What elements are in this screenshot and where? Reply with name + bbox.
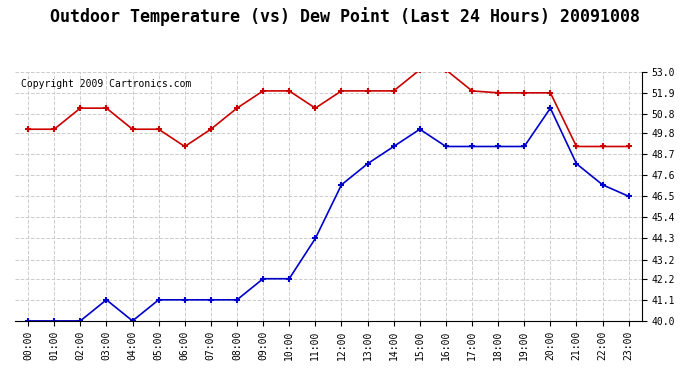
Text: Outdoor Temperature (vs) Dew Point (Last 24 Hours) 20091008: Outdoor Temperature (vs) Dew Point (Last… bbox=[50, 8, 640, 27]
Text: Copyright 2009 Cartronics.com: Copyright 2009 Cartronics.com bbox=[21, 79, 192, 89]
